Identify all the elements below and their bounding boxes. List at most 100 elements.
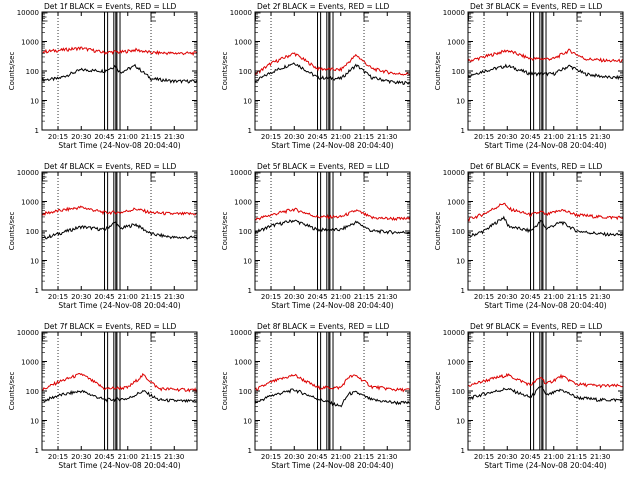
y-tick-label: 1000 bbox=[21, 39, 39, 47]
x-tick-label: 21:15 bbox=[354, 133, 374, 141]
y-tick-label: 10000 bbox=[17, 329, 39, 337]
y-tick-label: 10 bbox=[456, 98, 465, 106]
x-tick-label: 21:30 bbox=[164, 293, 184, 301]
y-axis-label: Counts/sec bbox=[434, 52, 442, 91]
y-tick-label: 10000 bbox=[17, 9, 39, 17]
y-tick-label: 10 bbox=[456, 418, 465, 426]
subplot: 1 10 100 1000 10000 20:15 20:30 20:45 21:00 21:15… bbox=[8, 322, 198, 470]
x-axis-label: Start Time (24-Nov-08 20:04:40) bbox=[58, 301, 180, 310]
y-tick-label: 10000 bbox=[443, 329, 465, 337]
x-axis-label: Start Time (24-Nov-08 20:04:40) bbox=[271, 141, 393, 150]
subplot: 1 10 100 1000 10000 20:15 20:30 20:45 21:00 21:15… bbox=[8, 2, 198, 150]
marker-e bbox=[468, 172, 474, 182]
gap-box bbox=[530, 171, 535, 291]
x-tick-label: 21:15 bbox=[141, 293, 161, 301]
y-tick-label: 10 bbox=[243, 418, 252, 426]
x-tick-label: 20:45 bbox=[520, 453, 540, 461]
marker-e bbox=[576, 12, 583, 22]
events-series-line bbox=[254, 219, 411, 235]
x-tick-label: 20:15 bbox=[48, 453, 68, 461]
y-tick-label: 10 bbox=[456, 258, 465, 266]
y-tick-label: 100 bbox=[26, 68, 39, 76]
y-tick-label: 1 bbox=[35, 287, 39, 295]
x-tick-label: 21:15 bbox=[354, 293, 374, 301]
x-tick-label: 21:15 bbox=[567, 133, 587, 141]
x-tick-label: 20:30 bbox=[284, 133, 304, 141]
marker-e bbox=[468, 12, 474, 22]
x-tick-label: 20:30 bbox=[284, 293, 304, 301]
x-tick-label: 20:45 bbox=[94, 133, 114, 141]
x-tick-label: 20:45 bbox=[520, 293, 540, 301]
y-tick-label: 1000 bbox=[21, 199, 39, 207]
x-tick-label: 21:00 bbox=[544, 453, 564, 461]
gap-box bbox=[317, 331, 322, 451]
y-axis-label: Counts/sec bbox=[8, 372, 16, 411]
marker-e bbox=[150, 12, 157, 22]
x-tick-label: 21:30 bbox=[590, 293, 610, 301]
y-tick-label: 100 bbox=[239, 68, 252, 76]
x-tick-label: 21:30 bbox=[377, 293, 397, 301]
lld-series-line bbox=[41, 205, 198, 216]
events-series-line bbox=[467, 215, 624, 238]
gap-box bbox=[104, 331, 109, 451]
y-tick-label: 1 bbox=[248, 447, 252, 455]
marker-e bbox=[255, 12, 261, 22]
gap-box bbox=[329, 11, 334, 131]
x-axis-label: Start Time (24-Nov-08 20:04:40) bbox=[484, 301, 606, 310]
x-tick-label: 20:45 bbox=[520, 133, 540, 141]
gap-box bbox=[116, 331, 121, 451]
lld-series-line bbox=[467, 372, 624, 389]
events-series-line bbox=[41, 63, 198, 84]
events-series-line bbox=[467, 63, 624, 81]
y-tick-label: 100 bbox=[26, 228, 39, 236]
y-axis-label: Counts/sec bbox=[221, 52, 229, 91]
y-tick-label: 1 bbox=[461, 127, 465, 135]
y-tick-label: 10000 bbox=[443, 169, 465, 177]
lld-series-line bbox=[41, 372, 198, 393]
gap-box bbox=[113, 11, 117, 131]
x-axis-label: Start Time (24-Nov-08 20:04:40) bbox=[484, 141, 606, 150]
marker-e bbox=[42, 12, 48, 22]
y-tick-label: 1 bbox=[461, 447, 465, 455]
x-tick-label: 21:15 bbox=[141, 133, 161, 141]
y-tick-label: 100 bbox=[239, 388, 252, 396]
y-tick-label: 10000 bbox=[17, 169, 39, 177]
x-tick-label: 20:45 bbox=[94, 453, 114, 461]
x-axis-label: Start Time (24-Nov-08 20:04:40) bbox=[484, 461, 606, 470]
gap-box bbox=[113, 331, 117, 451]
y-tick-label: 1 bbox=[461, 287, 465, 295]
gap-box bbox=[539, 11, 543, 131]
x-tick-label: 20:30 bbox=[497, 453, 517, 461]
y-tick-label: 1000 bbox=[447, 39, 465, 47]
x-tick-label: 21:15 bbox=[141, 453, 161, 461]
gap-box bbox=[326, 11, 330, 131]
lld-series-line bbox=[254, 52, 411, 76]
y-tick-label: 1 bbox=[248, 127, 252, 135]
gap-box bbox=[116, 171, 121, 291]
y-axis-label: Counts/sec bbox=[8, 212, 16, 251]
marker-e bbox=[363, 172, 370, 182]
y-tick-label: 10 bbox=[243, 98, 252, 106]
chart-title: Det 2f BLACK = Events, RED = LLD bbox=[257, 2, 390, 11]
chart-title: Det 9f BLACK = Events, RED = LLD bbox=[470, 322, 603, 331]
y-tick-label: 1000 bbox=[447, 359, 465, 367]
subplot: 1 10 100 1000 10000 20:15 20:30 20:45 21:00 21:15… bbox=[221, 162, 411, 310]
marker-e bbox=[363, 332, 370, 342]
gap-box bbox=[542, 11, 547, 131]
x-tick-label: 21:30 bbox=[377, 453, 397, 461]
x-tick-label: 21:15 bbox=[567, 293, 587, 301]
x-tick-label: 21:30 bbox=[164, 133, 184, 141]
events-series-line bbox=[41, 389, 197, 403]
subplot: 1 10 100 1000 10000 20:15 20:30 20:45 21:00 21:15… bbox=[221, 322, 411, 470]
chart-title: Det 3f BLACK = Events, RED = LLD bbox=[470, 2, 603, 11]
x-tick-label: 20:15 bbox=[474, 453, 494, 461]
subplot: 1 10 100 1000 10000 20:15 20:30 20:45 21:00 21:15… bbox=[434, 322, 624, 470]
x-tick-label: 21:00 bbox=[331, 293, 351, 301]
gap-box bbox=[326, 331, 330, 451]
gap-box bbox=[539, 331, 543, 451]
subplot: 1 10 100 1000 10000 20:15 20:30 20:45 21:00 21:15… bbox=[8, 162, 198, 310]
events-series-line bbox=[254, 388, 410, 408]
marker-e bbox=[255, 332, 261, 342]
x-tick-label: 21:00 bbox=[331, 453, 351, 461]
y-tick-label: 100 bbox=[452, 228, 465, 236]
